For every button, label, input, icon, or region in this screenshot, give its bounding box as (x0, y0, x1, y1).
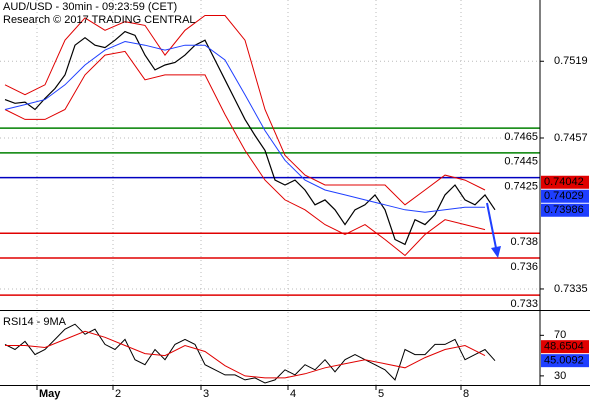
price-label: 48.6504 (544, 341, 584, 353)
x-tick-label: 4 (290, 388, 296, 400)
series-line (4, 30, 496, 246)
price-label-box (541, 354, 589, 368)
x-tick-label: 3 (203, 388, 209, 400)
price-label-box (541, 189, 589, 203)
y-tick-label: 70 (554, 329, 566, 341)
x-tick-label: 2 (115, 388, 121, 400)
level-label: 0.736 (510, 261, 538, 273)
y-tick-label: 0.7457 (554, 132, 588, 144)
panel-title: RSI14 - 9MA (3, 316, 67, 328)
chart-subtitle: Research © 2017 TRADING CENTRAL (3, 14, 196, 26)
series-line (5, 330, 486, 379)
series-line (4, 40, 485, 213)
price-label-box (541, 175, 589, 189)
price-label: 0.74042 (544, 176, 584, 188)
arrow (486, 202, 497, 249)
x-tick-label: 5 (378, 388, 384, 400)
level-label: 0.733 (510, 298, 538, 310)
series-line (4, 15, 486, 206)
x-tick-label: 8 (463, 388, 469, 400)
arrow-head (491, 246, 501, 258)
x-tick-label: May (39, 388, 61, 400)
price-label: 0.74029 (544, 190, 584, 202)
level-label: 0.7465 (504, 131, 538, 143)
y-tick-label: 0.7335 (554, 283, 588, 295)
level-label: 0.7445 (504, 156, 538, 168)
price-label-box (541, 203, 589, 217)
price-label: 0.73986 (544, 204, 584, 216)
level-label: 0.7425 (504, 180, 538, 192)
y-tick-label: 0.7519 (554, 55, 588, 67)
series-line (4, 323, 496, 384)
price-label: 45.0092 (544, 355, 584, 367)
chart-title: AUD/USD - 30min - 09:23:59 (CET) (3, 1, 177, 13)
level-label: 0.738 (510, 236, 538, 248)
price-label-box (541, 340, 589, 354)
y-tick-label: 30 (554, 370, 566, 382)
series-line (4, 50, 486, 257)
